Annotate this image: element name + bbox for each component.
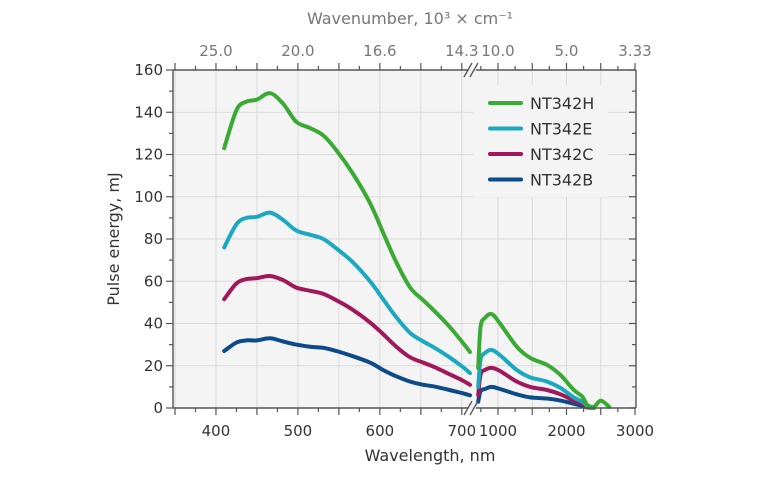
y-tick-label: 40	[144, 315, 163, 333]
x-tick-label: 2000	[547, 422, 585, 440]
top-tick-label: 14.3	[445, 42, 478, 60]
axis-break-mark	[469, 62, 479, 78]
x-axis-title: Wavelength, nm	[365, 446, 496, 465]
series-layer	[222, 91, 612, 410]
x-tick-label: 1000	[479, 422, 517, 440]
y-axis-title: Pulse energy, mJ	[104, 172, 123, 305]
x-tick-label: 700	[447, 422, 476, 440]
x-tick-label: 500	[284, 422, 313, 440]
legend-label: NT342E	[530, 120, 592, 139]
y-tick-label: 100	[134, 188, 163, 206]
top-tick-label: 10.0	[481, 42, 514, 60]
tick-labels: 0 20 40 60 80 100 120 140 160 400 500 600 700 25.0 20.…	[134, 42, 654, 440]
legend-label: NT342C	[530, 145, 593, 164]
series-line-nt342h	[222, 91, 472, 354]
top-axis-title: Wavenumber, 10³ × cm⁻¹	[307, 9, 513, 28]
top-tick-label: 5.0	[555, 42, 579, 60]
y-tick-label: 60	[144, 272, 163, 290]
y-tick-label: 140	[134, 103, 163, 121]
y-tick-label: 120	[134, 146, 163, 164]
top-tick-label: 3.33	[618, 42, 651, 60]
series-line-nt342h	[476, 311, 612, 410]
series-line-nt342e	[222, 210, 472, 376]
legend: NT342H NT342E NT342C NT342B	[473, 85, 608, 197]
y-tick-label: 80	[144, 230, 163, 248]
top-tick-label: 20.0	[281, 42, 314, 60]
legend-label: NT342H	[530, 94, 594, 113]
series-line-nt342c	[222, 273, 472, 387]
y-tick-label: 0	[153, 399, 163, 417]
x-tick-label: 600	[366, 422, 395, 440]
axes	[166, 62, 637, 416]
y-tick-label: 20	[144, 357, 163, 375]
series-line-nt342e	[476, 347, 596, 410]
series-line-nt342b	[222, 336, 472, 398]
axis-break-mark	[463, 400, 473, 416]
top-tick-label: 16.6	[363, 42, 396, 60]
y-tick-label: 160	[134, 61, 163, 79]
top-tick-label: 25.0	[199, 42, 232, 60]
x-tick-label: 400	[202, 422, 231, 440]
legend-label: NT342B	[530, 171, 593, 190]
x-tick-label: 3000	[616, 422, 654, 440]
axis-break-mark	[469, 400, 479, 416]
axis-break-mark	[463, 62, 473, 78]
